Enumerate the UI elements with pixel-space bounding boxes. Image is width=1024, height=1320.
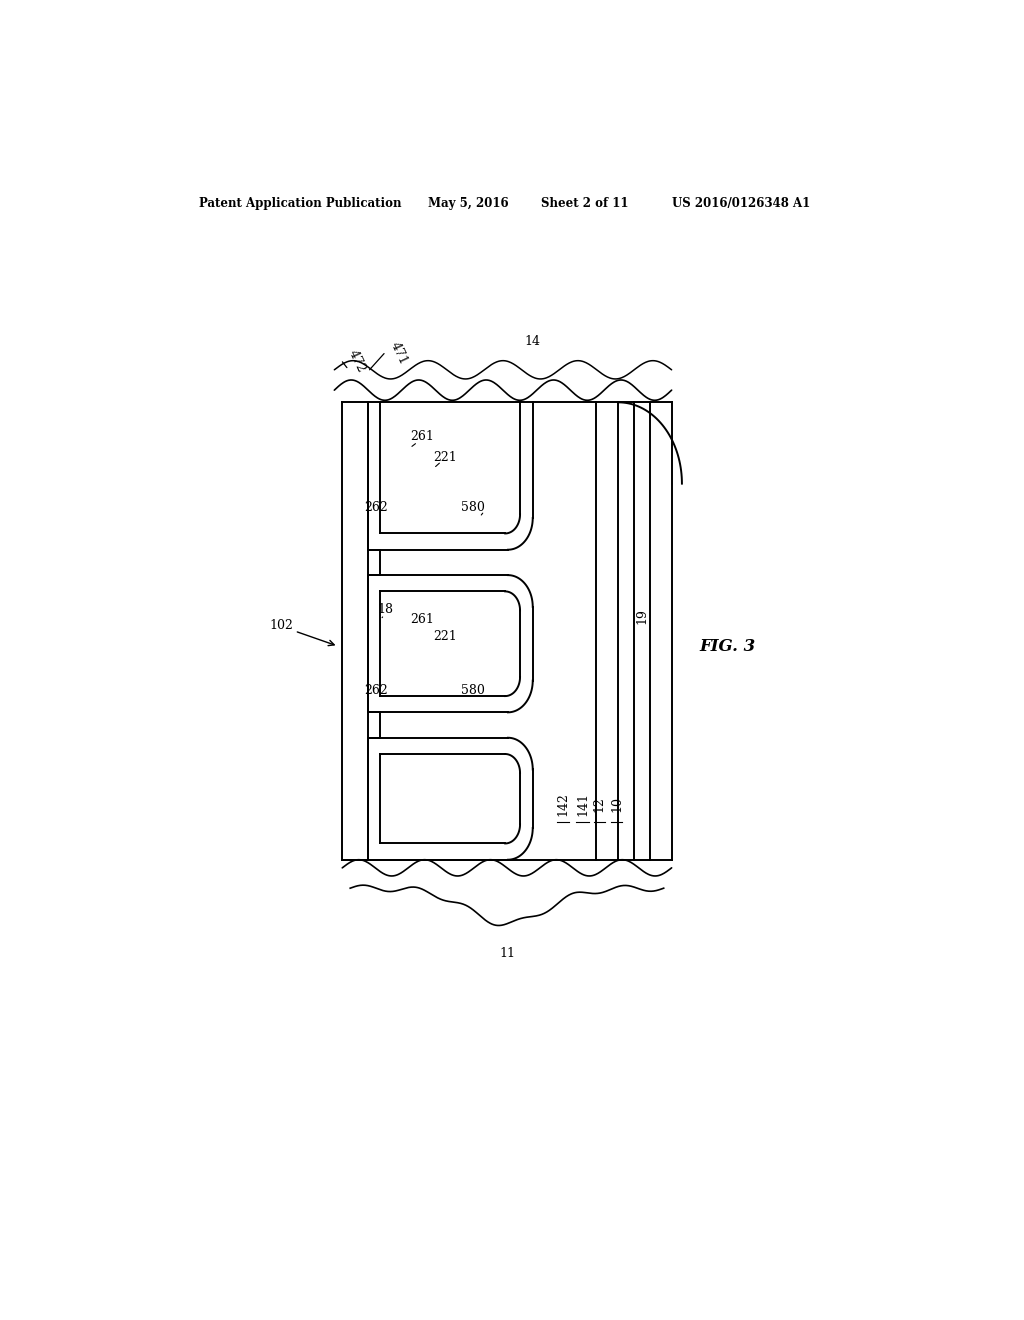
Text: Sheet 2 of 11: Sheet 2 of 11 xyxy=(541,197,628,210)
Text: 471: 471 xyxy=(388,341,411,367)
Text: 102: 102 xyxy=(269,619,293,632)
Text: 580: 580 xyxy=(461,500,485,513)
Text: 262: 262 xyxy=(364,500,387,513)
Text: 221: 221 xyxy=(433,450,458,463)
Text: 18: 18 xyxy=(378,603,394,616)
Text: 221: 221 xyxy=(433,630,458,643)
Text: May 5, 2016: May 5, 2016 xyxy=(428,197,509,210)
Text: 261: 261 xyxy=(410,430,433,444)
Text: 580: 580 xyxy=(461,685,485,697)
Text: 141: 141 xyxy=(577,792,589,816)
Text: 11: 11 xyxy=(500,946,515,960)
Text: FIG. 3: FIG. 3 xyxy=(699,638,756,655)
Text: Patent Application Publication: Patent Application Publication xyxy=(200,197,402,210)
Text: 19: 19 xyxy=(635,607,648,624)
Text: 12: 12 xyxy=(593,796,606,812)
Text: 142: 142 xyxy=(556,792,569,816)
Text: 261: 261 xyxy=(410,614,433,627)
Text: US 2016/0126348 A1: US 2016/0126348 A1 xyxy=(672,197,810,210)
Text: 14: 14 xyxy=(524,335,541,348)
Text: 10: 10 xyxy=(610,796,624,812)
Text: 262: 262 xyxy=(364,685,387,697)
Text: 472: 472 xyxy=(346,348,368,375)
